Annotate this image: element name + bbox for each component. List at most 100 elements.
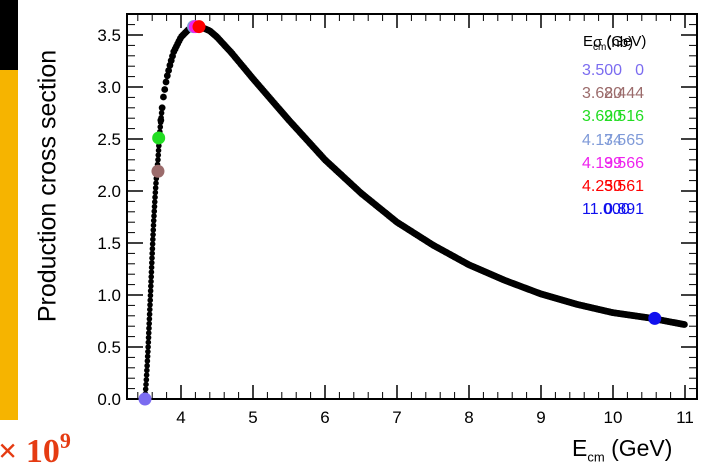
x-axis-label: Ecm (GeV)	[572, 435, 672, 465]
x-tick-label: 9	[536, 408, 545, 427]
curve-point	[161, 86, 169, 93]
legend-header-energy: Ecm(GeV)	[583, 33, 646, 53]
curve-point	[145, 334, 152, 341]
x-axis-label-sub: cm	[587, 449, 605, 465]
slide-black-bar	[0, 0, 18, 70]
curve-point	[150, 222, 157, 229]
legend-sigma-value: 0.891	[603, 201, 644, 219]
x-tick-label: 5	[248, 408, 257, 427]
curve-point	[150, 231, 156, 238]
curve-point	[152, 194, 158, 201]
highlight-point	[648, 311, 662, 325]
curve-point	[153, 180, 159, 186]
y-tick-label: 1.5	[97, 234, 121, 253]
curve-point	[148, 278, 154, 285]
curve-point	[150, 217, 157, 224]
curve-point	[148, 264, 155, 271]
legend-energy-value: 3.690	[582, 108, 623, 126]
curve-point	[155, 157, 161, 163]
curve-point	[149, 241, 156, 247]
curve-point	[151, 213, 157, 219]
y-tick-label: 2.5	[97, 130, 121, 149]
curve-point	[144, 353, 151, 360]
y-tick-label: 1.0	[97, 286, 121, 305]
curve-point	[149, 259, 155, 266]
curve-point	[147, 292, 154, 299]
curve-point	[148, 274, 155, 280]
curve-point	[152, 189, 159, 196]
legend-sigma-value: 3.565	[603, 131, 644, 149]
curve-point	[163, 72, 171, 80]
curve-point	[162, 78, 170, 86]
legend-header-energy-main: E	[583, 33, 594, 50]
curve-point	[146, 325, 152, 332]
legend-energy-value: 11.000	[582, 201, 630, 219]
legend-sigma-value: 2.516	[603, 108, 644, 126]
legend-sigma-value: 3.566	[603, 154, 644, 172]
legend-sigma-value: 3.561	[603, 178, 644, 195]
y-tick-label: 3.5	[97, 26, 121, 45]
x-tick-label: 6	[320, 408, 329, 427]
curve-point	[155, 147, 162, 154]
curve-point	[148, 283, 154, 289]
curve-point	[146, 316, 153, 322]
curve-point	[145, 330, 152, 336]
legend-header-energy-unit: (GeV)	[606, 33, 647, 50]
x-tick-label: 8	[464, 408, 473, 427]
x-axis-label-main: E	[572, 435, 588, 461]
legend-header-energy-sub: cm	[593, 42, 607, 53]
curve-point	[146, 320, 152, 327]
curve-point	[151, 199, 158, 205]
curve-point	[165, 67, 173, 74]
plot-frame	[126, 13, 698, 400]
curve-point	[157, 116, 165, 124]
curve-point	[148, 269, 155, 275]
legend-energy-value: 4.199	[582, 154, 623, 172]
curve-point	[147, 302, 153, 308]
curve-point	[143, 376, 150, 383]
curve-point	[151, 203, 158, 210]
slide-background-strip	[0, 0, 18, 420]
curve-point	[160, 93, 167, 101]
y-axis-label: Production cross section	[33, 49, 62, 323]
curve-point	[143, 372, 150, 378]
curve-point	[149, 255, 155, 261]
curve-point	[155, 152, 162, 158]
curve-point	[150, 236, 156, 243]
curve-point	[149, 250, 155, 257]
legend-energy-value: 3.500	[582, 62, 623, 79]
slide-corner-base: × 10	[0, 433, 60, 470]
legend-energy-value: 4.250	[582, 178, 623, 195]
curve-point	[144, 367, 150, 374]
curve-point	[144, 358, 151, 364]
curve-point	[147, 297, 154, 304]
curve-point	[152, 185, 159, 191]
curve-point	[158, 104, 166, 112]
highlight-point	[151, 164, 165, 178]
highlight-point	[152, 131, 166, 145]
curve-point	[145, 339, 152, 346]
curve-point	[147, 306, 153, 313]
curve-point	[157, 124, 164, 130]
y-tick-label: 3.0	[97, 78, 121, 97]
x-tick-label: 7	[392, 408, 401, 427]
curve-point	[143, 381, 149, 388]
y-tick-label: 0.5	[97, 338, 121, 357]
curve-point	[681, 321, 688, 328]
curve-point	[158, 110, 165, 116]
slide-corner-exponent: 9	[59, 428, 71, 453]
curve-point	[147, 288, 154, 294]
curve-point	[146, 311, 153, 318]
highlight-point	[138, 392, 152, 406]
curve-point	[142, 386, 149, 392]
y-tick-label: 0.0	[97, 390, 121, 409]
legend-energy-value: 4.174	[582, 131, 623, 149]
slide-gold-bar	[0, 70, 18, 420]
curve-point	[145, 344, 151, 350]
legend-sigma-value: 0	[635, 62, 644, 79]
legend-header-sigma: σ (nb)	[593, 34, 634, 51]
curve-point	[150, 227, 157, 233]
curve-point	[156, 142, 162, 149]
